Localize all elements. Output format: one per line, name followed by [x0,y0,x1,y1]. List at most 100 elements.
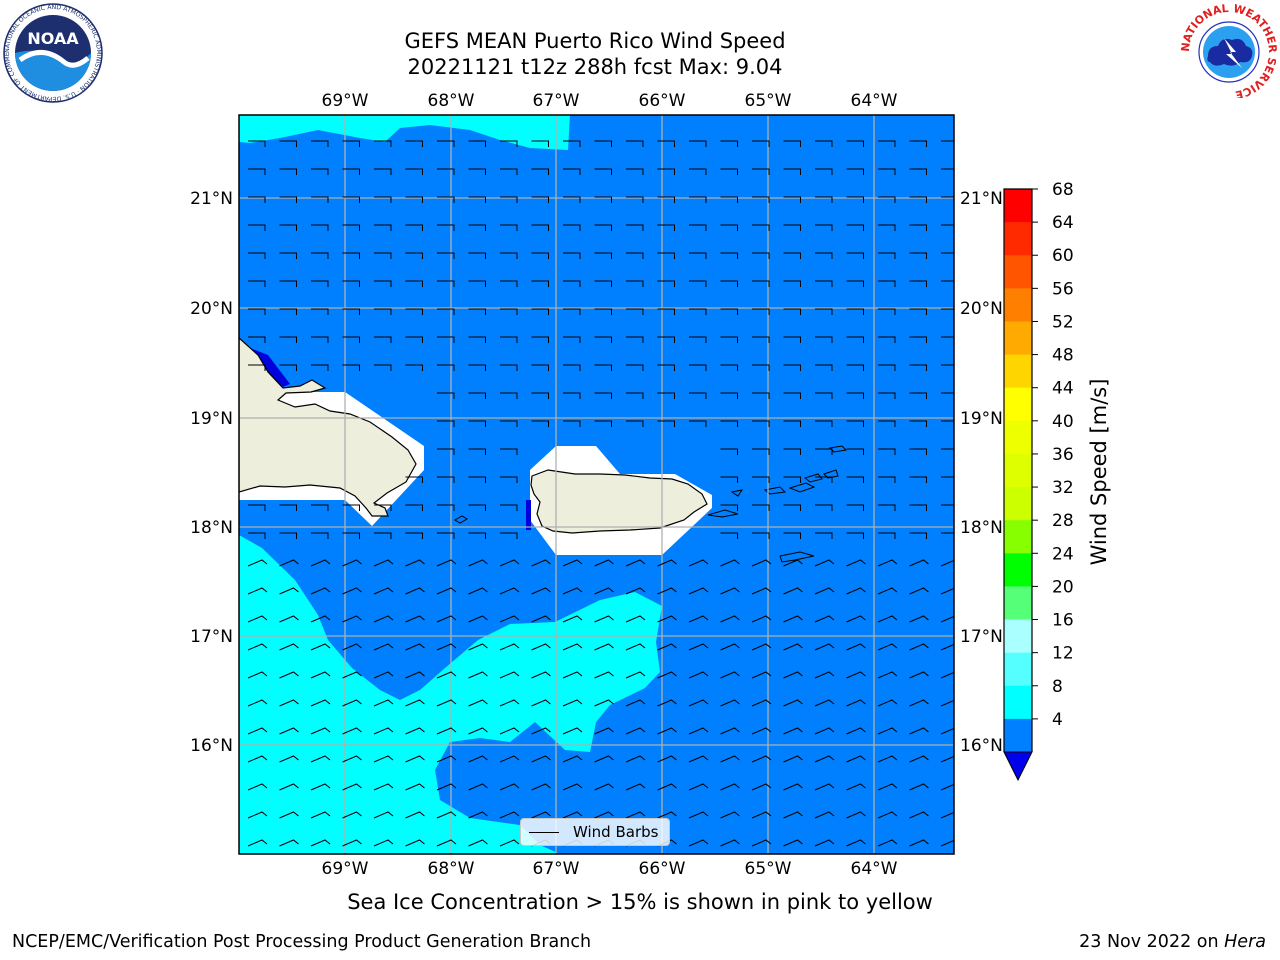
wind-barb [310,755,331,763]
wind-barb [436,811,457,819]
wind-barb [594,196,612,203]
wind-barb [814,755,835,763]
wind-barb [783,280,801,287]
wind-barb [374,308,392,315]
wind-barb [499,559,520,567]
wind-barb [689,420,707,427]
wind-barb [877,587,898,595]
wind-barb [436,587,457,595]
wind-barb [248,252,266,259]
wind-barb [562,699,583,707]
wind-barb [468,252,486,259]
wind-barb [342,252,360,259]
wind-barb [500,420,518,427]
lat-label-right: 21°N [960,189,1003,209]
lat-label-right: 20°N [960,299,1003,319]
wind-barb [689,140,707,147]
wind-barb [373,643,394,651]
wind-barb [342,280,360,287]
wind-barb [499,811,520,819]
wind-barb [563,420,581,427]
wind-barb [594,364,612,371]
wind-barb [626,196,644,203]
wind-barb [374,168,392,175]
wind-barb [720,643,740,651]
lat-label-left: 19°N [190,409,233,429]
wind-barb [342,839,362,847]
wind-barb [720,755,740,763]
wind-barb [247,755,268,763]
wind-barb [720,168,738,175]
wind-barb [940,727,954,735]
wind-barb [720,196,738,203]
wind-barb [752,392,770,399]
wind-barb [846,140,864,147]
wind-barb [594,587,614,595]
wind-barb [626,336,644,343]
wind-barb [436,643,457,651]
wind-barb [499,839,520,847]
wind-barb [500,504,518,511]
wind-barb [563,252,581,259]
wind-barb [437,252,455,259]
wind-barb [500,140,518,147]
wind-barb [310,559,331,567]
wind-barb [248,532,266,539]
wind-barb [468,783,488,791]
wind-barb [499,671,520,679]
wind-barb [941,308,954,310]
colorbar-bin [1004,387,1032,422]
wind-barb [625,755,646,763]
lon-label-top: 69°W [322,91,369,111]
wind-barb [688,839,709,847]
wind-barb [940,699,954,707]
wind-barb [909,532,927,539]
wind-barb [909,224,927,231]
wind-barb [783,420,801,427]
wind-barb [846,224,864,231]
wind-barb [878,336,896,343]
wind-barb [279,839,299,847]
wind-barb [720,532,738,539]
wind-barb [500,280,518,287]
wind-barb [311,196,329,203]
wind-barb [562,587,583,595]
wind-barb [877,839,898,847]
wind-barb [405,140,423,147]
wind-barb [626,252,644,259]
wind-barb [909,308,927,315]
wind-barb [531,587,551,595]
wind-barb [373,699,394,707]
wind-barb [311,168,329,175]
wind-barb [437,364,455,371]
wind-barb [909,448,927,455]
wind-barb [846,811,866,819]
wind-barb [594,811,614,819]
wind-barb [342,699,362,707]
wind-barb [720,615,740,623]
footer-machine: Hera [1224,932,1266,952]
wind-barb [499,755,520,763]
wind-barb [815,476,833,483]
wind-barb [815,448,833,455]
wind-barb [752,448,770,455]
chart-title: GEFS MEAN Puerto Rico Wind Speed [404,29,786,53]
wind-barbs-legend: Wind Barbs [520,818,670,846]
wind-barb [657,643,677,651]
wind-barb [720,839,740,847]
lat-label-right: 17°N [960,627,1003,647]
wind-barb [436,755,457,763]
wind-barb [373,811,394,819]
lon-label-top: 64°W [851,91,898,111]
wind-barb [657,783,677,791]
wind-barb [909,336,927,343]
noaa-logo-text: NOAA [27,29,79,48]
colorbar-under-triangle [1003,751,1033,782]
wind-barb [941,252,954,254]
wind-barb [374,364,392,371]
wind-barb [594,280,612,287]
wind-barb [500,476,518,483]
wind-barb [279,811,299,819]
wind-barb [499,587,520,595]
wind-barb [500,532,518,539]
